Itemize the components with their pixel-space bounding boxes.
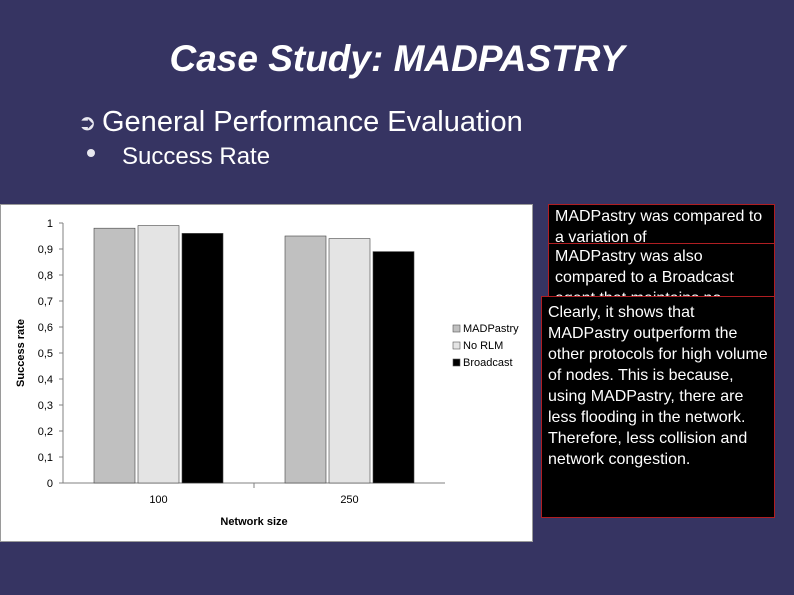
legend-swatch-no-rlm xyxy=(452,341,461,350)
y-tick-label: 0,9 xyxy=(38,244,53,256)
slide-title: Case Study: MADPASTRY xyxy=(169,38,625,79)
legend-swatch-broadcast xyxy=(452,358,461,367)
note-box-3: Clearly, it shows that MADPastry outperf… xyxy=(541,296,775,518)
bar-broadcast-250 xyxy=(372,251,415,484)
y-tick-label: 0,3 xyxy=(38,400,53,412)
x-axis-label: Network size xyxy=(220,516,287,528)
note-box-1: MADPastry was compared to a variation of xyxy=(548,204,775,250)
sub-bullet-text: Success Rate xyxy=(122,143,271,170)
y-tick-label: 0,4 xyxy=(38,374,53,386)
y-tick-label: 0,6 xyxy=(38,322,53,334)
bar-no-rlm-250 xyxy=(328,238,371,484)
bullet-text: General Performance Evaluation xyxy=(102,106,523,138)
bar-madpastry-250 xyxy=(284,235,327,484)
legend-label-madpastry: MADPastry xyxy=(463,323,519,335)
y-axis-label: Success rate xyxy=(15,319,27,387)
note-box-2-text: MADPastry was also compared to a Broadca… xyxy=(555,248,734,302)
y-tick-label: 0,7 xyxy=(38,296,53,308)
legend-swatch-madpastry xyxy=(452,324,461,333)
bar-no-rlm-100 xyxy=(137,225,180,484)
success-rate-chart: 0 0,1 0,2 0,3 0,4 0,5 0,6 0,7 0,8 0,9 1 100 250 Netwo… xyxy=(0,204,533,542)
note-box-3-text: Clearly, it shows that MADPastry outperf… xyxy=(548,304,768,468)
note-box-2: MADPastry was also compared to a Broadca… xyxy=(548,243,775,303)
legend-label-no-rlm: No RLM xyxy=(463,340,503,352)
chart-canvas: 0 0,1 0,2 0,3 0,4 0,5 0,6 0,7 0,8 0,9 1 100 250 Netwo… xyxy=(15,218,519,528)
y-tick-label: 1 xyxy=(47,218,53,230)
bar-madpastry-100 xyxy=(93,227,136,484)
note-box-1-text: MADPastry was compared to a variation of xyxy=(555,208,763,246)
arrow-bullet-icon: ➲ xyxy=(78,110,97,135)
dot-bullet-icon xyxy=(87,149,95,157)
legend-label-broadcast: Broadcast xyxy=(463,357,513,369)
y-tick-label: 0,5 xyxy=(38,348,53,360)
x-tick-label: 100 xyxy=(149,494,167,506)
y-tick-label: 0,2 xyxy=(38,426,53,438)
y-tick-label: 0,8 xyxy=(38,270,53,282)
y-tick-label: 0 xyxy=(47,478,53,490)
y-tick-label: 0,1 xyxy=(38,452,53,464)
bar-broadcast-100 xyxy=(181,233,224,484)
x-tick-label: 250 xyxy=(340,494,358,506)
